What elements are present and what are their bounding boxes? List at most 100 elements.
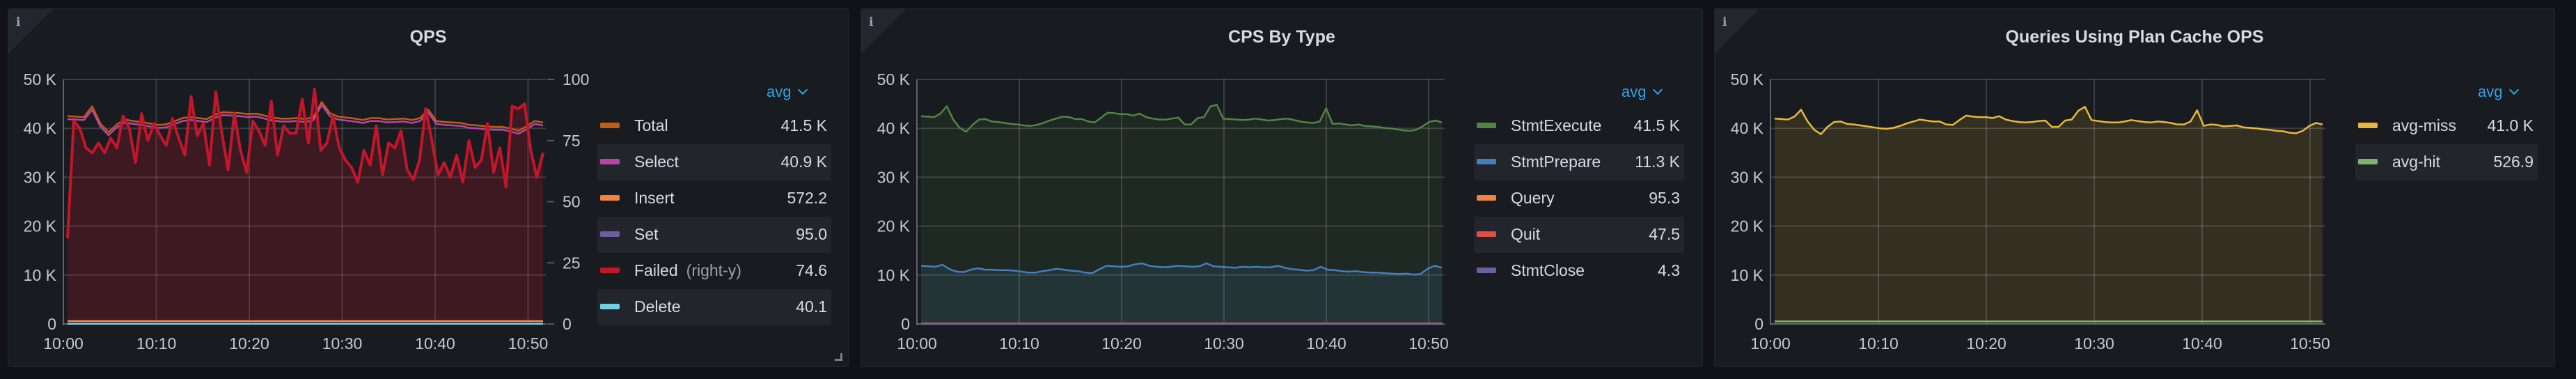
- legend-item-failed[interactable]: Failed (right-y) 74.6: [597, 253, 831, 289]
- series-color-swatch[interactable]: [600, 123, 620, 128]
- legend-sort-avg-button[interactable]: avg: [1621, 83, 1663, 101]
- x-axis-tick-label: 10:00: [897, 334, 937, 353]
- legend-series-name: avg-miss: [2392, 116, 2457, 134]
- x-axis-tick-label: 10:50: [1408, 334, 1449, 353]
- legend-series-name: Failed (right-y): [634, 261, 741, 279]
- panel-title[interactable]: QPS: [409, 27, 447, 47]
- legend-item-query[interactable]: Query 95.3: [1474, 180, 1684, 217]
- x-axis-tick-label: 10:20: [229, 334, 269, 353]
- legend-calc-label: avg: [1621, 83, 1647, 100]
- series-color-swatch[interactable]: [2358, 123, 2378, 128]
- legend-item-stmtclose[interactable]: StmtClose 4.3: [1474, 253, 1684, 289]
- y-axis-tick-label: 40 K: [1731, 119, 1764, 137]
- chart-plot-area[interactable]: 0 10 K 20 K 30 K 40 K 50 K 10:00 10:10 10:20 10:3…: [8, 9, 849, 368]
- legend-series-name: Select: [634, 153, 679, 171]
- chart-plot-area[interactable]: 0 10 K 20 K 30 K 40 K 50 K 10:00 10:10 10:20 10:3…: [1715, 9, 2556, 368]
- legend-item-insert[interactable]: Insert 572.2: [597, 180, 831, 217]
- series-color-swatch[interactable]: [600, 159, 620, 164]
- chevron-down-icon: [798, 84, 808, 95]
- legend-avg-value: 40.1: [796, 297, 827, 316]
- series-color-swatch[interactable]: [1477, 195, 1496, 201]
- x-axis-tick-label: 10:30: [2074, 334, 2114, 353]
- legend-item-stmtprepare[interactable]: StmtPrepare 11.3 K: [1474, 144, 1684, 180]
- legend-series-name: StmtClose: [1511, 261, 1585, 279]
- legend-avg-value: 526.9: [2493, 153, 2534, 171]
- legend-avg-value: 40.9 K: [780, 153, 828, 171]
- y2-axis-tick-label: 25: [563, 254, 581, 272]
- chevron-down-icon: [2509, 84, 2520, 95]
- x-axis-tick-label: 10:40: [2182, 334, 2222, 353]
- legend-item-avg-miss[interactable]: avg-miss 41.0 K: [2355, 108, 2538, 144]
- info-icon[interactable]: i: [869, 15, 874, 29]
- y-axis-tick-label: 30 K: [24, 168, 57, 186]
- legend-series-name: StmtExecute: [1511, 116, 1602, 134]
- legend-item-delete[interactable]: Delete 40.1: [597, 289, 831, 325]
- chevron-down-icon: [1653, 84, 1663, 95]
- legend-series-name: Delete: [634, 297, 681, 316]
- x-axis-tick-label: 10:10: [999, 334, 1039, 353]
- legend: avg-miss 41.0 K avg-hit 526.9: [2355, 108, 2538, 180]
- series-line: [920, 262, 1443, 276]
- panel-cps-by-type: i CPS By Type 0 10 K 20 K 30 K 40 K 50 K 10:00…: [861, 8, 1703, 367]
- series-color-swatch[interactable]: [600, 231, 620, 237]
- series-color-swatch[interactable]: [1477, 159, 1496, 164]
- y-axis-tick-label: 30 K: [1731, 168, 1764, 186]
- legend-item-total[interactable]: Total 41.5 K: [597, 108, 831, 144]
- y-axis-tick-label: 20 K: [24, 217, 57, 235]
- y-axis-tick-label: 0: [1754, 315, 1764, 333]
- legend-item-set[interactable]: Set 95.0: [597, 217, 831, 253]
- y-axis-tick-label: 10 K: [24, 266, 57, 284]
- legend-series-name: Total: [634, 116, 668, 134]
- legend-item-quit[interactable]: Quit 47.5: [1474, 217, 1684, 253]
- panel-qps: i QPS 0 10 K 20 K 30 K 40 K 50 K 10:00 10:10 10:…: [8, 8, 849, 367]
- series-color-swatch[interactable]: [1477, 231, 1496, 237]
- legend-series-name: Query: [1511, 189, 1555, 207]
- x-axis-tick-label: 10:30: [322, 334, 363, 353]
- panel-corner: [1715, 9, 1759, 54]
- info-icon[interactable]: i: [1722, 15, 1727, 29]
- legend-series-name: Set: [634, 225, 659, 243]
- x-axis-tick-label: 10:40: [1306, 334, 1346, 353]
- legend-avg-value: 41.5 K: [1633, 116, 1681, 134]
- legend-item-stmtexecute[interactable]: StmtExecute 41.5 K: [1474, 108, 1684, 144]
- series-color-swatch[interactable]: [600, 268, 620, 273]
- series-color-swatch[interactable]: [600, 195, 620, 201]
- series-color-swatch[interactable]: [600, 304, 620, 309]
- y-axis-tick-label: 50 K: [24, 70, 57, 88]
- y-axis-tick-label: 40 K: [877, 119, 911, 137]
- legend-sort-avg-button[interactable]: avg: [767, 83, 808, 101]
- y-axis-tick-label: 0: [901, 315, 910, 333]
- x-axis-tick-label: 10:20: [1101, 334, 1142, 353]
- series-color-swatch[interactable]: [1477, 268, 1496, 273]
- panel-corner: [8, 9, 53, 54]
- y-axis-tick-label: 50 K: [877, 70, 911, 88]
- y2-axis-tick-label: 75: [563, 132, 581, 150]
- legend-item-avg-hit[interactable]: avg-hit 526.9: [2355, 144, 2538, 180]
- y-axis-tick-label: 10 K: [877, 266, 911, 284]
- legend-series-name: Insert: [634, 189, 675, 207]
- series-color-swatch[interactable]: [2358, 159, 2378, 164]
- x-axis-tick-label: 10:20: [1966, 334, 2006, 353]
- panel-corner: [861, 9, 906, 54]
- legend-item-select[interactable]: Select 40.9 K: [597, 144, 831, 180]
- series-color-swatch[interactable]: [1477, 123, 1496, 128]
- x-axis-tick-label: 10:00: [1750, 334, 1791, 353]
- panel-title[interactable]: Queries Using Plan Cache OPS: [2005, 27, 2264, 47]
- legend-avg-value: 95.3: [1649, 189, 1680, 207]
- y-axis-tick-label: 50 K: [1731, 70, 1764, 88]
- legend-avg-value: 95.0: [796, 225, 827, 243]
- y2-axis-tick-label: 50: [563, 193, 581, 211]
- legend: StmtExecute 41.5 K StmtPrepare 11.3 K Query 9…: [1474, 108, 1684, 289]
- x-axis-tick-label: 10:30: [1204, 334, 1244, 353]
- info-icon[interactable]: i: [16, 15, 21, 29]
- legend-avg-value: 41.0 K: [2487, 116, 2534, 134]
- y2-axis-tick-label: 100: [563, 70, 589, 88]
- y-axis-tick-label: 20 K: [1731, 217, 1764, 235]
- legend-avg-value: 11.3 K: [1635, 153, 1680, 171]
- legend-calc-label: avg: [2478, 83, 2503, 100]
- legend-sort-avg-button[interactable]: avg: [2478, 83, 2520, 101]
- resize-handle-icon[interactable]: [835, 353, 842, 361]
- panel-title[interactable]: CPS By Type: [1228, 27, 1335, 47]
- chart-plot-area[interactable]: 0 10 K 20 K 30 K 40 K 50 K 10:00 10:10 10:20 10:3…: [861, 9, 1704, 368]
- legend-avg-value: 41.5 K: [780, 116, 828, 134]
